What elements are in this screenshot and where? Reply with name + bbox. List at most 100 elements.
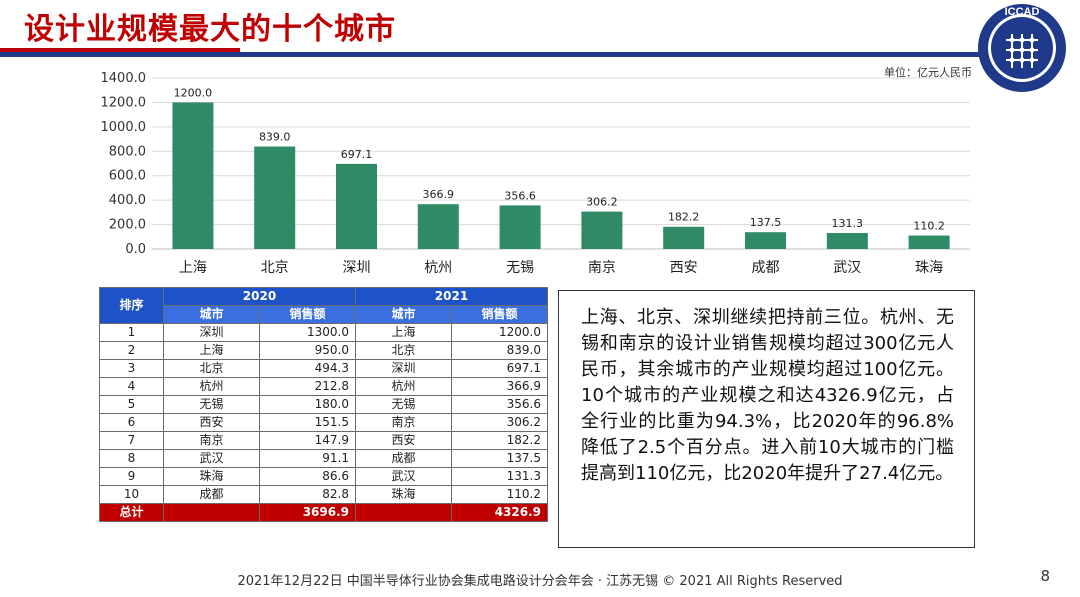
bar xyxy=(499,205,541,249)
city-2020-cell: 北京 xyxy=(163,359,260,378)
city-2021-cell: 北京 xyxy=(355,341,452,360)
rank-cell: 7 xyxy=(99,431,164,450)
sales-2021-cell: 306.2 xyxy=(451,413,548,432)
bar xyxy=(908,235,950,249)
bar-value-label: 356.6 xyxy=(504,189,535,202)
sales-2021-cell: 137.5 xyxy=(451,449,548,468)
logo-text: ICCAD xyxy=(1005,6,1040,18)
bar xyxy=(826,232,868,249)
total-label: 总计 xyxy=(99,503,164,522)
rank-cell: 2 xyxy=(99,341,164,360)
table-row: 6 西安 151.5 南京 306.2 xyxy=(99,413,548,432)
title-underline-blue xyxy=(0,52,990,57)
city-2020-cell: 武汉 xyxy=(163,449,260,468)
bar xyxy=(254,146,296,249)
footer-text: 2021年12月22日 中国半导体行业协会集成电路设计分会年会 · 江苏无锡 ©… xyxy=(237,574,843,589)
x-category-label: 杭州 xyxy=(424,260,452,276)
city-2020-header: 城市 xyxy=(163,305,260,324)
bar xyxy=(581,211,623,249)
city-2020-cell: 成都 xyxy=(163,485,260,504)
y-tick-label: 800.0 xyxy=(109,144,146,159)
y-tick-label: 0.0 xyxy=(125,242,146,257)
x-category-label: 北京 xyxy=(261,260,289,276)
bar xyxy=(417,204,459,249)
sales-2020-cell: 212.8 xyxy=(259,377,356,396)
bar xyxy=(336,163,377,249)
city-2021-cell: 上海 xyxy=(355,323,452,342)
city-2020-cell: 珠海 xyxy=(163,467,260,486)
sales-2021-cell: 1200.0 xyxy=(451,323,548,342)
sales-2021-cell: 110.2 xyxy=(451,485,548,504)
year-2021-header: 2021 xyxy=(355,287,548,306)
table-row: 7 南京 147.9 西安 182.2 xyxy=(99,431,548,450)
x-category-label: 无锡 xyxy=(506,260,534,276)
sales-2021-header: 销售额 xyxy=(451,305,548,324)
total-2021: 4326.9 xyxy=(451,503,548,522)
total-row: 总计 3696.9 4326.9 xyxy=(99,503,548,522)
sales-2020-cell: 180.0 xyxy=(259,395,356,414)
city-2020-cell: 上海 xyxy=(163,341,260,360)
y-tick-label: 1000.0 xyxy=(101,120,147,135)
city-2020-cell: 杭州 xyxy=(163,377,260,396)
x-category-label: 成都 xyxy=(752,260,780,276)
total-blank-2021 xyxy=(355,503,452,522)
rank-header: 排序 xyxy=(99,287,164,324)
rank-cell: 3 xyxy=(99,359,164,378)
page-number: 8 xyxy=(1040,567,1050,585)
summary-textbox: 上海、北京、深圳继续把持前三位。杭州、无锡和南京的设计业销售规模均超过300亿元… xyxy=(558,290,975,548)
table-row: 3 北京 494.3 深圳 697.1 xyxy=(99,359,548,378)
bar-value-label: 1200.0 xyxy=(174,86,213,99)
city-2020-cell: 西安 xyxy=(163,413,260,432)
bar-value-label: 366.9 xyxy=(423,188,455,201)
sales-2020-cell: 1300.0 xyxy=(259,323,356,342)
sales-2020-header: 销售额 xyxy=(259,305,356,324)
bar-chart: 0.0 200.0 400.0 600.0 800.0 1000.0 1200.0 1400.… xyxy=(101,71,970,276)
y-tick-label: 600.0 xyxy=(109,169,146,184)
sales-2021-cell: 839.0 xyxy=(451,341,548,360)
table-row: 10 成都 82.8 珠海 110.2 xyxy=(99,485,548,504)
bar-value-label: 697.1 xyxy=(341,148,373,161)
sales-2021-cell: 131.3 xyxy=(451,467,548,486)
city-2021-cell: 武汉 xyxy=(355,467,452,486)
bar-value-label: 110.2 xyxy=(913,220,945,233)
title-underline-red xyxy=(0,48,240,52)
bar-value-label: 137.5 xyxy=(750,216,782,229)
sales-2020-cell: 91.1 xyxy=(259,449,356,468)
total-2020: 3696.9 xyxy=(259,503,356,522)
city-2021-cell: 西安 xyxy=(355,431,452,450)
x-category-label: 武汉 xyxy=(833,260,861,276)
bar-value-label: 182.2 xyxy=(668,211,700,224)
rank-cell: 10 xyxy=(99,485,164,504)
sales-2020-cell: 950.0 xyxy=(259,341,356,360)
rank-cell: 1 xyxy=(99,323,164,342)
x-category-label: 南京 xyxy=(588,260,616,276)
year-2020-header: 2020 xyxy=(163,287,356,306)
table-row: 2 上海 950.0 北京 839.0 xyxy=(99,341,548,360)
bar xyxy=(663,226,705,249)
iccad-logo: ICCAD xyxy=(978,4,1066,92)
city-2020-cell: 深圳 xyxy=(163,323,260,342)
bar xyxy=(172,102,214,249)
sales-2020-cell: 151.5 xyxy=(259,413,356,432)
sales-2021-cell: 356.6 xyxy=(451,395,548,414)
table-row: 1 深圳 1300.0 上海 1200.0 xyxy=(99,323,548,342)
bar xyxy=(745,232,786,249)
sales-2020-cell: 86.6 xyxy=(259,467,356,486)
rank-cell: 4 xyxy=(99,377,164,396)
table-row: 4 杭州 212.8 杭州 366.9 xyxy=(99,377,548,396)
unit-label: 单位：亿元人民币 xyxy=(884,66,972,79)
sales-2021-cell: 366.9 xyxy=(451,377,548,396)
x-category-label: 上海 xyxy=(179,260,207,276)
bar-value-label: 306.2 xyxy=(586,196,618,209)
rank-cell: 9 xyxy=(99,467,164,486)
ranking-table: 排序 2020 2021 城市 销售额 城市 销售额 1 深圳 1300.0 上海 12… xyxy=(99,287,548,522)
city-2021-cell: 杭州 xyxy=(355,377,452,396)
city-2021-cell: 深圳 xyxy=(355,359,452,378)
bar-value-label: 131.3 xyxy=(832,217,864,230)
y-tick-label: 200.0 xyxy=(109,218,146,233)
table-row: 9 珠海 86.6 武汉 131.3 xyxy=(99,467,548,486)
bar-value-label: 839.0 xyxy=(259,131,291,144)
city-2021-header: 城市 xyxy=(355,305,452,324)
city-2020-cell: 无锡 xyxy=(163,395,260,414)
sales-2021-cell: 697.1 xyxy=(451,359,548,378)
